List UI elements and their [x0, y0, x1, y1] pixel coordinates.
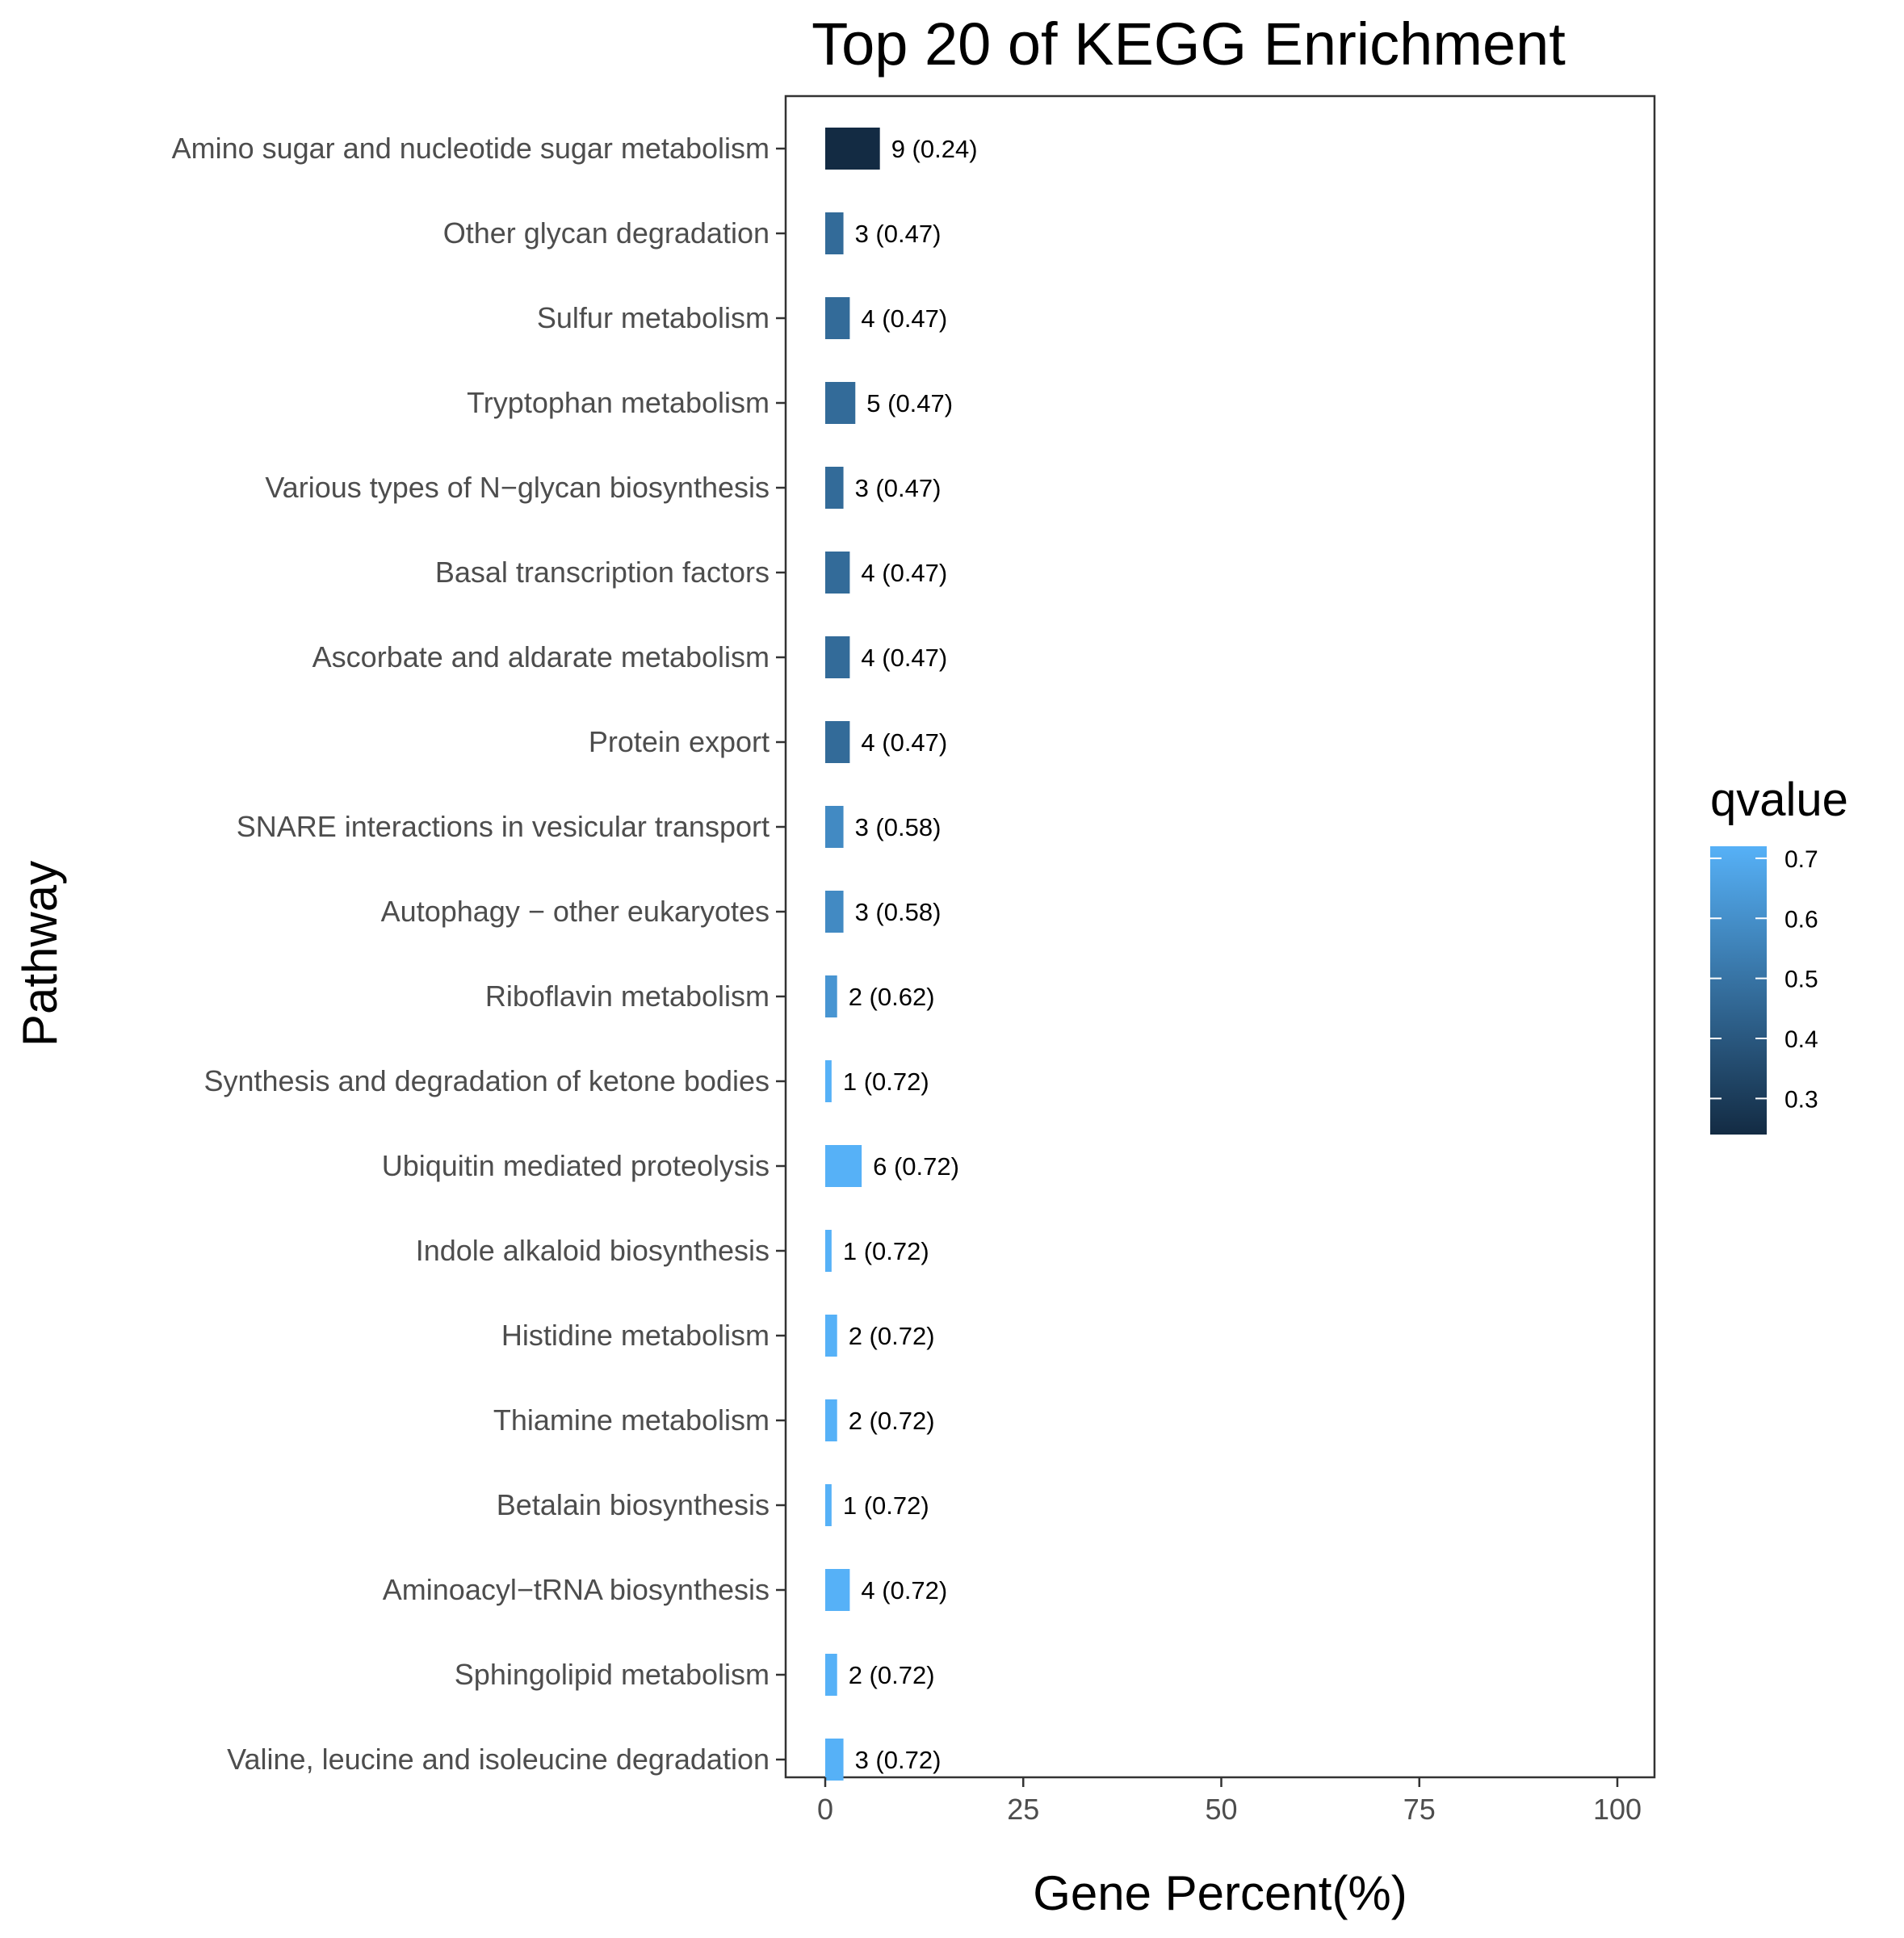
bar [825, 128, 880, 170]
x-axis-title: Gene Percent(%) [1033, 1866, 1407, 1920]
bar [825, 1315, 837, 1357]
bar-label: 2 (0.72) [849, 1661, 935, 1689]
bar-label: 2 (0.62) [849, 983, 935, 1011]
qvalue-legend: qvalue 0.3 0.4 0.5 0.6 0.7 [1710, 774, 1848, 1135]
bar [825, 975, 837, 1017]
bar [825, 382, 856, 424]
category-label: Sphingolipid metabolism [455, 1658, 770, 1691]
category-label: Tryptophan metabolism [467, 386, 770, 419]
category-label: SNARE interactions in vesicular transpor… [237, 810, 770, 843]
bar [825, 1739, 844, 1781]
legend-tick-label: 0.3 [1784, 1086, 1818, 1113]
legend-tick-label: 0.5 [1784, 967, 1818, 993]
chart-title: Top 20 of KEGG Enrichment [812, 10, 1566, 78]
category-label: Betalain biosynthesis [497, 1488, 770, 1521]
bar [825, 636, 850, 678]
bar [825, 297, 850, 339]
plot-panel [784, 94, 1656, 1779]
bar-label: 4 (0.72) [861, 1576, 947, 1605]
category-label: Sulfur metabolism [537, 301, 770, 334]
category-label: Autophagy − other eukaryotes [381, 895, 770, 928]
category-label: Riboflavin metabolism [485, 979, 770, 1013]
legend-ticks: 0.3 0.4 0.5 0.6 0.7 [1710, 846, 1818, 1113]
category-label: Thiamine metabolism [493, 1403, 770, 1437]
category-label: Ascorbate and aldarate metabolism [312, 640, 770, 673]
bar-label: 3 (0.58) [855, 898, 942, 926]
bar-label: 4 (0.47) [861, 304, 947, 333]
bar [825, 1145, 862, 1187]
legend-tick-label: 0.6 [1784, 906, 1818, 933]
category-label: Valine, leucine and isoleucine degradati… [227, 1743, 770, 1776]
category-label: Aminoacyl−tRNA biosynthesis [383, 1573, 770, 1606]
bar-label: 2 (0.72) [849, 1407, 935, 1435]
x-tick-label: 75 [1403, 1793, 1436, 1826]
bar [825, 1654, 837, 1696]
bar-label: 1 (0.72) [843, 1068, 929, 1096]
bars [825, 128, 880, 1781]
bar [825, 1569, 850, 1611]
x-axis: 0 25 50 75 100 [817, 1777, 1642, 1826]
category-label: Other glycan degradation [443, 216, 770, 250]
y-axis-title: Pathway [13, 861, 67, 1047]
x-tick-label: 50 [1205, 1793, 1237, 1826]
x-tick-label: 100 [1593, 1793, 1642, 1826]
bar [825, 467, 844, 509]
bar [825, 891, 844, 933]
bar [825, 806, 844, 848]
bar [825, 552, 850, 594]
category-label: Protein export [589, 725, 770, 758]
bar [825, 1060, 832, 1102]
category-label: Basal transcription factors [435, 556, 770, 589]
bar-label: 3 (0.47) [855, 220, 942, 248]
bar-label: 2 (0.72) [849, 1322, 935, 1350]
x-tick-label: 25 [1007, 1793, 1039, 1826]
category-label: Indole alkaloid biosynthesis [416, 1234, 770, 1267]
bar-label: 6 (0.72) [873, 1152, 959, 1181]
category-label: Histidine metabolism [501, 1319, 770, 1352]
bar-label: 1 (0.72) [843, 1491, 929, 1520]
bar [825, 1399, 837, 1441]
bar-label: 4 (0.47) [861, 728, 947, 757]
bar [825, 721, 850, 763]
category-label: Amino sugar and nucleotide sugar metabol… [172, 132, 770, 165]
bar-label: 5 (0.47) [866, 389, 953, 417]
bar-label: 3 (0.58) [855, 813, 942, 841]
bar-label: 3 (0.47) [855, 474, 942, 502]
category-label: Ubiquitin mediated proteolysis [382, 1149, 770, 1182]
bar-label: 9 (0.24) [891, 135, 978, 163]
bar [825, 1484, 832, 1526]
bar-labels: 9 (0.24) 3 (0.47) 4 (0.47) 5 (0.47) 3 (0.47)… [843, 135, 978, 1774]
category-label: Synthesis and degradation of ketone bodi… [203, 1064, 770, 1097]
legend-tick-label: 0.7 [1784, 846, 1818, 873]
legend-colorbar [1710, 846, 1767, 1135]
bar-label: 4 (0.47) [861, 644, 947, 672]
category-label: Various types of N−glycan biosynthesis [265, 471, 770, 504]
x-tick-label: 0 [817, 1793, 833, 1826]
category-labels: Amino sugar and nucleotide sugar metabol… [172, 132, 786, 1776]
bar-label: 4 (0.47) [861, 559, 947, 587]
bar-label: 3 (0.72) [855, 1746, 942, 1774]
legend-title: qvalue [1710, 774, 1848, 826]
legend-tick-label: 0.4 [1784, 1026, 1818, 1053]
bar-label: 1 (0.72) [843, 1237, 929, 1265]
bar [825, 1230, 832, 1272]
bar [825, 212, 844, 254]
